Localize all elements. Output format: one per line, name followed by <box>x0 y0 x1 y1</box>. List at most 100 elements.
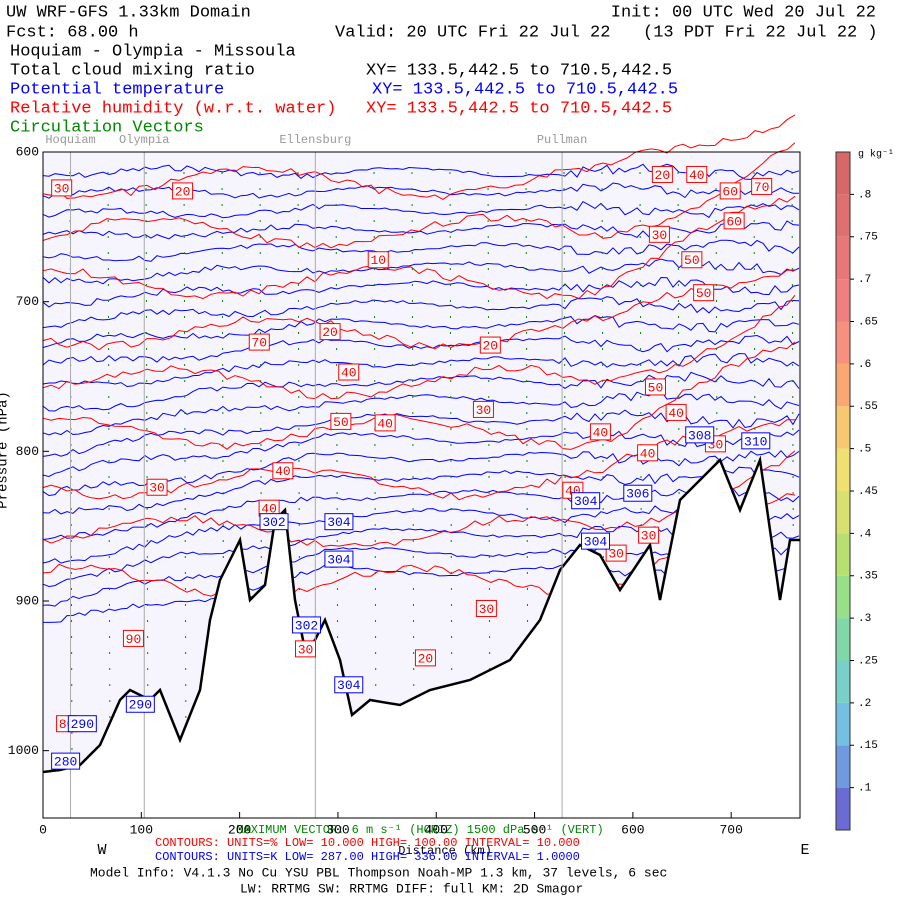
field-name: Circulation Vectors <box>10 118 204 137</box>
circulation-vector <box>449 171 453 759</box>
contour-label: 20 <box>655 168 671 183</box>
model-info: Model Info: V4.1.3 No Cu YSU PBL Thompso… <box>90 865 667 880</box>
contour-label-box <box>686 165 708 183</box>
contour-label-box <box>67 715 97 733</box>
x-tick-label: 200 <box>228 822 251 837</box>
colorbar-cell <box>836 279 850 322</box>
contour-label: 30 <box>54 181 70 196</box>
colorbar-tick-label: .35 <box>858 571 878 583</box>
contour-label-box <box>294 640 316 658</box>
contour-label-box <box>51 752 81 770</box>
theta-contour <box>42 315 800 348</box>
contour-label: 50 <box>333 415 349 430</box>
colorbar-cell <box>836 787 850 830</box>
y-tick-label: 800 <box>16 444 39 459</box>
contour-label: 308 <box>688 428 711 443</box>
colorbar-tick-label: .45 <box>858 486 878 498</box>
colorbar-cell <box>836 152 850 195</box>
contour-label-box <box>324 550 354 568</box>
contour-label-box <box>605 544 627 562</box>
theta-contour <box>42 276 800 308</box>
theta-contour <box>42 163 800 180</box>
contour-label: 60 <box>726 214 742 229</box>
contour-label-box <box>122 629 144 647</box>
contour-label: 40 <box>689 168 705 183</box>
circulation-vector <box>107 171 111 759</box>
circulation-vector <box>335 171 339 759</box>
rh-contour <box>42 341 796 450</box>
contour-label: 30 <box>298 642 314 657</box>
circulation-vector <box>639 171 643 759</box>
circulation-vector <box>221 171 225 759</box>
circulation-vector <box>791 171 795 759</box>
route: Hoquiam - Olympia - Missoula <box>10 42 296 61</box>
contour-label: 30 <box>608 547 624 562</box>
x-tick-label: 300 <box>326 822 349 837</box>
x-tick-label: 100 <box>130 822 153 837</box>
east-label: E <box>800 842 809 859</box>
colorbar-cell <box>836 702 850 746</box>
theta-contour <box>42 485 800 540</box>
theta-contour <box>42 296 800 329</box>
contour-label-box <box>651 165 673 183</box>
contour-label-box <box>581 532 611 550</box>
contour-label-box <box>330 412 352 430</box>
contour-label: 30 <box>476 403 492 418</box>
rh-contour <box>42 142 796 249</box>
contour-label-box <box>637 444 659 462</box>
contour-label: 40 <box>668 406 684 421</box>
contour-label: 40 <box>640 446 656 461</box>
contour-label-box <box>334 676 364 694</box>
x-tick-label: 500 <box>523 822 546 837</box>
contour-label: 304 <box>327 515 351 530</box>
colorbar-cell <box>836 745 850 788</box>
field-name: Relative humidity (w.r.t. water) <box>10 99 336 118</box>
colorbar-cell <box>836 194 850 237</box>
contour-label-box <box>681 251 703 269</box>
circulation-vector <box>183 171 187 759</box>
x-tick-label: 400 <box>425 822 448 837</box>
contour-label: 90 <box>126 632 142 647</box>
field-xy: XY= 133.5,442.5 to 710.5,442.5 <box>372 80 678 99</box>
rh-contour-info: CONTOURS: UNITS=% LOW= 10.000 HIGH= 100.… <box>155 836 580 850</box>
y-axis-label: Pressure (hPa) <box>0 391 12 509</box>
y-tick-label: 600 <box>16 144 39 159</box>
colorbar-tick-label: .3 <box>858 613 871 625</box>
colorbar-cell <box>836 618 850 661</box>
contour-label: 10 <box>370 253 386 268</box>
colorbar-tick-label: .25 <box>858 655 878 667</box>
x-axis-label: Distance (km) <box>398 844 492 858</box>
x-tick-label: 0 <box>39 822 47 837</box>
contour-label-box <box>125 695 155 713</box>
contour-label: 30 <box>652 228 668 243</box>
contour-label: 30 <box>479 602 495 617</box>
circulation-vector <box>601 171 605 759</box>
local-time: (13 PDT Fri 22 Jul 22 ) <box>643 23 878 42</box>
colorbar-tick-label: .8 <box>858 189 871 201</box>
contour-label-box <box>51 179 73 197</box>
colorbar-tick-label: .15 <box>858 740 878 752</box>
field-xy: XY= 133.5,442.5 to 710.5,442.5 <box>366 99 672 118</box>
field-name: Potential temperature <box>10 80 224 99</box>
colorbar-cell <box>836 363 850 407</box>
contour-label: 306 <box>626 487 649 502</box>
theta-contour <box>42 466 800 515</box>
theta-contour-info: CONTOURS: UNITS=K LOW= 287.00 HIGH= 336.… <box>155 850 580 864</box>
contour-label-box <box>414 649 436 667</box>
theta-contour <box>42 352 800 388</box>
contour-label-box <box>719 182 741 200</box>
colorbar-tick-label: .4 <box>858 528 872 540</box>
contour-label: 70 <box>754 180 770 195</box>
fcst: Fcst: 68.00 h <box>6 23 139 42</box>
theta-contour <box>42 449 800 497</box>
title: UW WRF-GFS 1.33km Domain <box>6 3 251 22</box>
colorbar-tick-label: .6 <box>858 359 871 371</box>
contour-label-box <box>259 513 289 531</box>
contour-label-box <box>479 336 501 354</box>
contour-label: 40 <box>261 502 277 517</box>
colorbar-tick-label: .55 <box>858 401 878 413</box>
contour-label-box <box>693 284 715 302</box>
terrain-fill <box>43 460 800 818</box>
colorbar-cell <box>836 321 850 364</box>
